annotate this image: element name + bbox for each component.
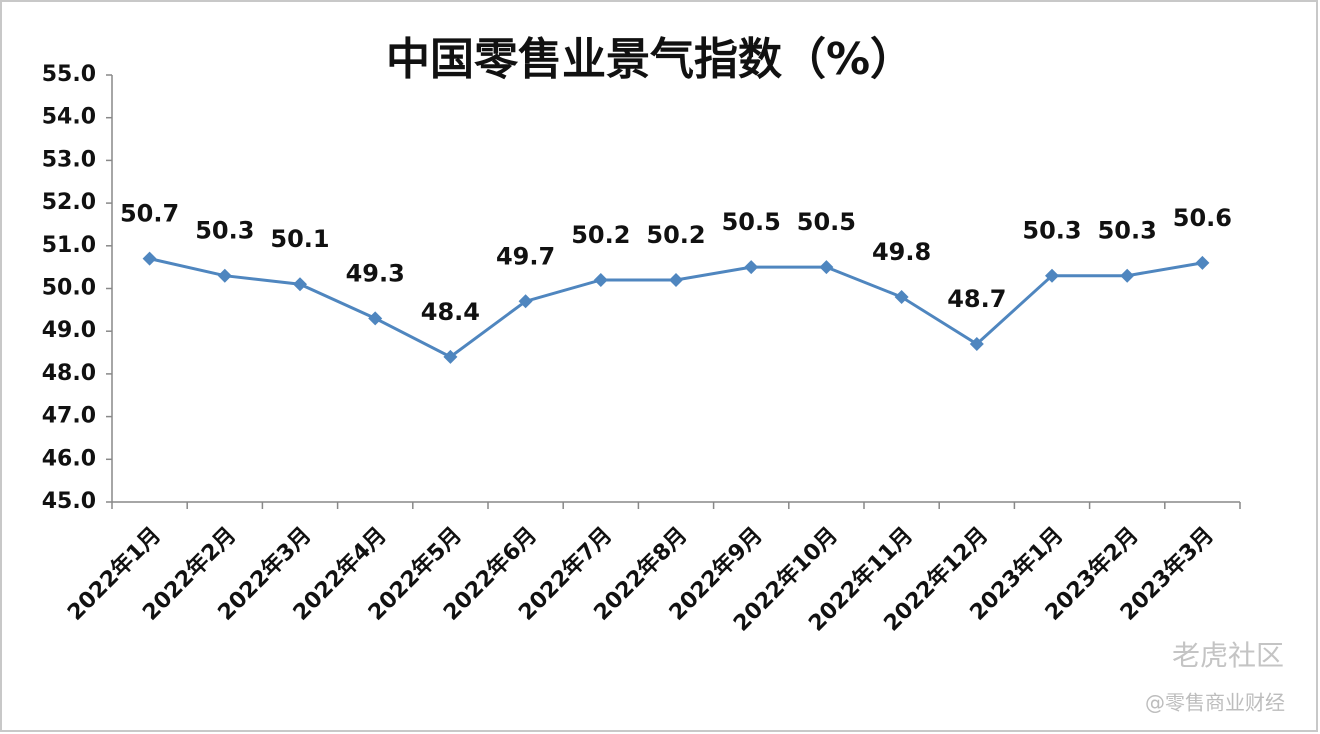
data-point	[1045, 268, 1059, 283]
y-tick-label: 52.0	[42, 190, 96, 215]
data-label: 50.1	[270, 225, 329, 253]
data-point	[518, 294, 533, 309]
data-label: 50.2	[571, 221, 630, 249]
data-label: 50.3	[1022, 217, 1081, 245]
data-point	[1195, 255, 1210, 270]
data-label: 48.4	[421, 298, 480, 326]
y-tick-label: 51.0	[42, 233, 96, 258]
chart-title: 中国零售业景气指数（%）	[386, 34, 914, 85]
data-point	[669, 272, 683, 287]
y-tick-label: 49.0	[42, 318, 96, 343]
y-tick-label: 54.0	[42, 105, 96, 130]
data-point	[293, 277, 307, 292]
data-label: 49.8	[872, 238, 931, 266]
y-tick-label: 53.0	[42, 147, 96, 172]
data-label: 50.2	[646, 221, 705, 249]
y-tick-label: 45.0	[42, 489, 96, 514]
data-point	[217, 268, 232, 283]
data-label: 50.5	[722, 208, 781, 236]
data-point	[969, 337, 984, 352]
data-point	[894, 290, 909, 305]
y-tick-label: 47.0	[42, 404, 96, 429]
data-label: 48.7	[947, 285, 1006, 313]
data-point	[142, 251, 157, 266]
data-label: 50.6	[1173, 204, 1232, 232]
data-point	[819, 260, 834, 275]
y-tick-label: 55.0	[42, 62, 96, 87]
watermark: 老虎社区	[1172, 639, 1284, 672]
data-point	[744, 260, 759, 275]
y-tick-label: 46.0	[42, 446, 96, 471]
data-point	[1120, 268, 1135, 283]
data-label: 49.3	[346, 259, 405, 287]
data-label: 50.3	[1098, 217, 1157, 245]
data-label: 50.3	[195, 217, 254, 245]
data-point	[593, 272, 608, 287]
data-label: 50.5	[797, 208, 856, 236]
y-tick-label: 48.0	[42, 361, 96, 386]
y-tick-label: 50.0	[42, 276, 96, 301]
data-label: 49.7	[496, 242, 555, 270]
data-label: 50.7	[120, 200, 179, 228]
data-point	[368, 311, 383, 326]
data-point	[443, 349, 458, 364]
watermark: @零售商业财经	[1145, 691, 1285, 715]
